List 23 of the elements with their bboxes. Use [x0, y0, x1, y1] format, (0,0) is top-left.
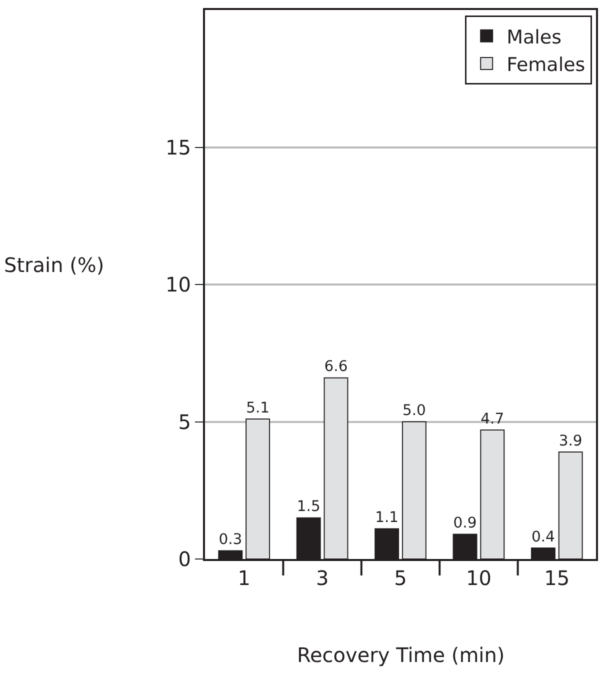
legend-label: Males: [506, 26, 562, 48]
data-label: 0.3: [218, 531, 242, 548]
y-axis-title: Strain (%): [4, 253, 104, 277]
data-label: 5.1: [246, 399, 270, 416]
data-label: 3.9: [558, 432, 582, 450]
data-label: 1.1: [375, 509, 399, 526]
y-tick-label: 10: [166, 272, 191, 296]
x-tick-label: 15: [544, 566, 570, 590]
data-label: 0.9: [453, 514, 477, 532]
x-tick-label: 1: [238, 566, 250, 590]
x-tick-label: 3: [316, 566, 329, 590]
data-label: 1.5: [296, 498, 320, 516]
y-tick-label: 5: [178, 410, 191, 434]
x-tick-label: 10: [466, 566, 492, 590]
data-label: 0.4: [532, 528, 555, 546]
x-axis-title: Recovery Time (min): [297, 643, 505, 667]
data-label: 4.7: [480, 410, 504, 428]
legend-label: Females: [506, 54, 586, 76]
data-label: 6.6: [324, 358, 348, 376]
data-label: 5.0: [402, 402, 426, 420]
x-tick-label: 5: [394, 566, 407, 590]
y-tick-label: 15: [166, 135, 191, 160]
y-tick-label: 0: [178, 547, 191, 571]
